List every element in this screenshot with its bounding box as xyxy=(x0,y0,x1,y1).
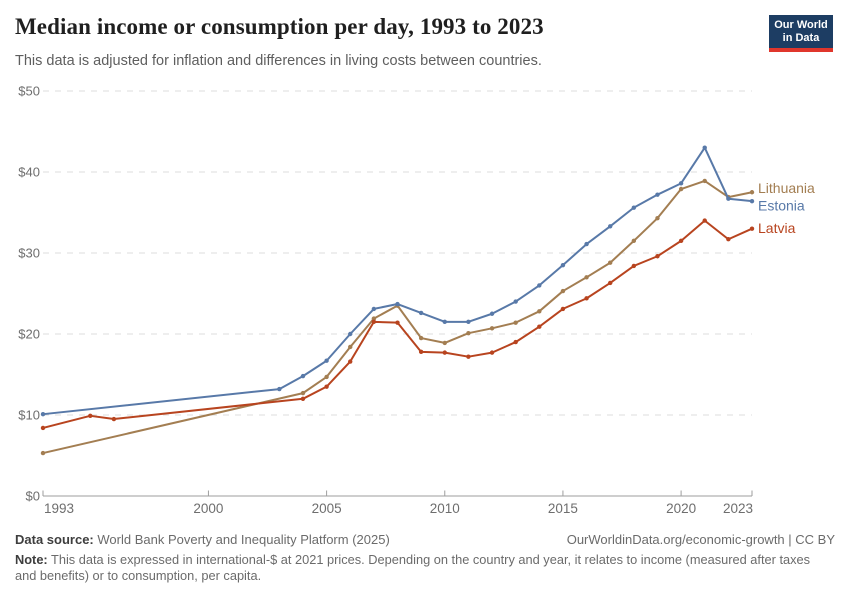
data-point-lithuania-2021[interactable] xyxy=(702,178,707,184)
data-point-estonia-2018[interactable] xyxy=(631,205,637,210)
data-point-lithuania-2004[interactable] xyxy=(300,390,306,396)
data-point-estonia-2011[interactable] xyxy=(466,319,471,325)
data-point-latvia-2018[interactable] xyxy=(631,263,637,269)
data-point-estonia-2015[interactable] xyxy=(560,262,566,268)
data-point-lithuania-2010[interactable] xyxy=(442,340,447,346)
series-label-lithuania[interactable]: Lithuania xyxy=(758,180,815,196)
chart-plot-area: $0 $10 $20 $30 $40 $50 1993 2000 2005 2010 2015 202… xyxy=(18,84,815,517)
data-point-lithuania-2009[interactable] xyxy=(418,335,424,341)
series-line-lithuania[interactable] xyxy=(42,179,753,455)
series-label-estonia[interactable]: Estonia xyxy=(758,198,805,214)
data-point-estonia-2008[interactable] xyxy=(395,301,400,307)
data-point-lithuania-2011[interactable] xyxy=(466,330,471,336)
data-point-estonia-2023[interactable] xyxy=(749,198,755,204)
data-point-lithuania-2020[interactable] xyxy=(678,186,684,192)
data-point-estonia-2021[interactable] xyxy=(702,145,707,150)
x-axis-tick-label-2005: 2005 xyxy=(312,501,342,516)
x-axis-tick-label-2010: 2010 xyxy=(430,501,460,516)
data-point-latvia-2023[interactable] xyxy=(749,226,755,231)
x-axis-tick-label-2015: 2015 xyxy=(548,501,578,516)
data-point-estonia-2005[interactable] xyxy=(324,358,329,363)
data-point-estonia-2014[interactable] xyxy=(537,283,542,288)
data-point-lithuania-2014[interactable] xyxy=(537,309,542,314)
data-point-estonia-2006[interactable] xyxy=(348,331,353,337)
x-axis-tick-label-1993: 1993 xyxy=(44,501,74,516)
y-axis-tick-label-0: $0 xyxy=(26,489,40,504)
y-axis-tick-label-50: $50 xyxy=(18,84,40,99)
data-point-latvia-2006[interactable] xyxy=(348,359,353,364)
data-point-latvia-2019[interactable] xyxy=(655,254,660,259)
chart-footer: Data source: World Bank Poverty and Ineq… xyxy=(15,532,835,547)
data-point-latvia-2007[interactable] xyxy=(371,319,377,325)
data-point-lithuania-2019[interactable] xyxy=(655,215,660,221)
data-point-lithuania-2012[interactable] xyxy=(489,326,495,331)
data-point-latvia-2005[interactable] xyxy=(324,384,329,389)
data-point-lithuania-2016[interactable] xyxy=(584,275,589,280)
page-subtitle: This data is adjusted for inflation and … xyxy=(15,53,542,69)
data-point-latvia-2014[interactable] xyxy=(537,324,542,329)
y-axis-tick-label-40: $40 xyxy=(18,165,40,180)
data-point-latvia-2013[interactable] xyxy=(513,339,518,345)
data-point-latvia-2008[interactable] xyxy=(395,320,400,325)
data-point-estonia-2019[interactable] xyxy=(655,192,660,197)
data-point-estonia-2017[interactable] xyxy=(608,224,613,229)
data-source-label: Data source: xyxy=(15,532,94,547)
data-point-estonia-2022[interactable] xyxy=(726,196,731,201)
data-point-estonia-2009[interactable] xyxy=(418,310,424,316)
note-label: Note: xyxy=(15,552,48,567)
note-text: This data is expressed in international-… xyxy=(15,552,811,583)
data-point-latvia-2004[interactable] xyxy=(300,396,306,401)
series-line-estonia[interactable] xyxy=(42,146,753,416)
data-point-lithuania-2013[interactable] xyxy=(513,320,518,325)
data-point-latvia-1996[interactable] xyxy=(111,416,117,422)
data-point-latvia-2015[interactable] xyxy=(560,306,566,312)
x-axis-tick-label-2000: 2000 xyxy=(193,501,223,516)
data-point-lithuania-1993[interactable] xyxy=(40,450,46,456)
data-point-latvia-2012[interactable] xyxy=(489,350,495,355)
data-point-estonia-1993[interactable] xyxy=(40,411,46,417)
y-axis-tick-label-10: $10 xyxy=(18,408,40,423)
data-point-lithuania-2018[interactable] xyxy=(631,238,637,244)
page-title: Median income or consumption per day, 19… xyxy=(15,14,544,39)
data-point-latvia-2016[interactable] xyxy=(584,296,589,301)
owid-logo-line2: in Data xyxy=(782,31,820,44)
data-point-lithuania-2005[interactable] xyxy=(324,374,329,380)
data-point-latvia-2010[interactable] xyxy=(442,350,447,355)
data-point-latvia-2017[interactable] xyxy=(608,280,613,286)
x-axis-tick-label-2020: 2020 xyxy=(666,501,696,516)
owid-logo-line1: Our World xyxy=(774,19,828,31)
data-point-latvia-1995[interactable] xyxy=(88,413,93,419)
data-point-latvia-2021[interactable] xyxy=(702,218,707,223)
data-point-lithuania-2023[interactable] xyxy=(749,190,755,195)
data-point-latvia-2011[interactable] xyxy=(466,354,471,359)
data-point-estonia-2003[interactable] xyxy=(277,386,282,392)
series-label-latvia[interactable]: Latvia xyxy=(758,220,796,236)
data-point-estonia-2020[interactable] xyxy=(678,181,684,186)
y-axis-tick-label-20: $20 xyxy=(18,327,40,342)
data-point-latvia-1993[interactable] xyxy=(40,425,46,431)
data-point-lithuania-2006[interactable] xyxy=(348,344,353,350)
data-point-lithuania-2007[interactable] xyxy=(371,316,377,321)
data-point-estonia-2007[interactable] xyxy=(371,306,377,312)
data-source: Data source: World Bank Poverty and Ineq… xyxy=(15,532,390,547)
data-point-estonia-2012[interactable] xyxy=(489,311,495,316)
chart-note: Note: This data is expressed in internat… xyxy=(15,552,827,583)
y-axis-tick-label-30: $30 xyxy=(18,246,40,261)
owid-logo[interactable]: Our World in Data xyxy=(769,15,833,52)
data-point-estonia-2013[interactable] xyxy=(513,299,518,304)
x-axis-tick-label-2023: 2023 xyxy=(723,501,753,516)
data-point-estonia-2004[interactable] xyxy=(300,373,306,379)
attribution-link[interactable]: OurWorldinData.org/economic-growth | CC … xyxy=(566,532,835,547)
data-point-lithuania-2015[interactable] xyxy=(560,288,566,294)
data-point-lithuania-2017[interactable] xyxy=(608,260,613,265)
data-source-text: World Bank Poverty and Inequality Platfo… xyxy=(97,532,390,547)
data-point-latvia-2022[interactable] xyxy=(726,237,731,242)
data-point-estonia-2016[interactable] xyxy=(584,241,589,247)
data-point-latvia-2009[interactable] xyxy=(418,349,424,355)
data-point-latvia-2020[interactable] xyxy=(678,238,684,244)
data-point-estonia-2010[interactable] xyxy=(442,319,447,325)
